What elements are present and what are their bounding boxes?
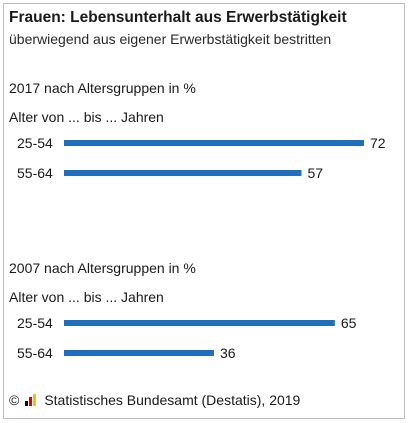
data-label: 57 — [308, 165, 324, 181]
copyright-symbol: © — [9, 392, 20, 408]
source-text: Statistisches Bundesamt (Destatis), 2019 — [44, 392, 301, 408]
bar — [64, 140, 364, 146]
panel-2007-axis-label: Alter von ... bis ... Jahren — [9, 289, 164, 305]
bar — [64, 320, 335, 326]
category-label: 25-54 — [17, 135, 53, 151]
panel-2017-title: 2017 nach Altersgruppen in % — [9, 80, 196, 96]
category-label: 55-64 — [17, 165, 53, 181]
chart-frame — [3, 3, 405, 419]
panel-2017-axis-label: Alter von ... bis ... Jahren — [9, 109, 164, 125]
source-footer: © Statistisches Bundesamt (Destatis), 20… — [9, 392, 300, 408]
bar — [64, 350, 214, 356]
data-label: 65 — [341, 315, 357, 331]
bar — [64, 170, 302, 176]
category-label: 25-54 — [17, 315, 53, 331]
chart-title: Frauen: Lebensunterhalt aus Erwerbstätig… — [9, 9, 347, 26]
panel-2007-title: 2007 nach Altersgruppen in % — [9, 260, 196, 276]
data-label: 72 — [370, 135, 386, 151]
data-label: 36 — [220, 345, 236, 361]
chart-subtitle: überwiegend aus eigener Erwerbstätigkeit… — [9, 31, 332, 47]
destatis-logo-icon — [24, 394, 40, 406]
category-label: 55-64 — [17, 345, 53, 361]
